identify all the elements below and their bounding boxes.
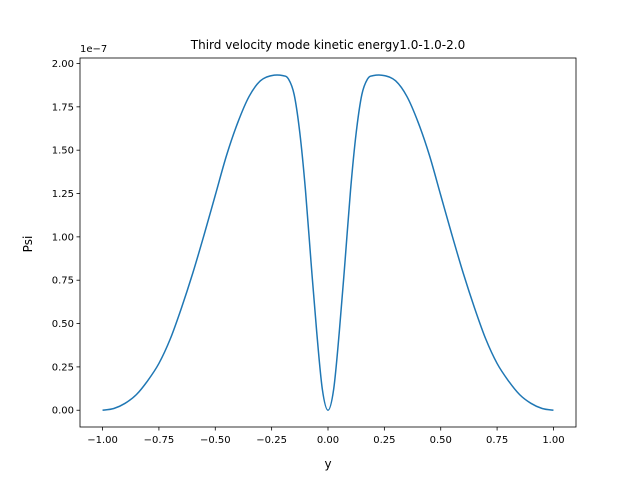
y-tick-label: 1.00	[52, 232, 74, 243]
y-tick-label: 1.75	[52, 102, 74, 113]
y-tick-label: 2.00	[52, 59, 74, 70]
y-offset-label: 1e−7	[80, 44, 107, 55]
x-tick-label: −0.75	[144, 435, 175, 446]
x-tick-label: 0.50	[430, 435, 452, 446]
y-tick-label: 1.50	[52, 146, 74, 157]
chart-title: Third velocity mode kinetic energy1.0-1.…	[190, 38, 465, 52]
series-line	[102, 74, 554, 411]
y-tick-label: 0.00	[52, 406, 74, 417]
y-axis-label: Psi	[21, 236, 35, 253]
x-tick-label: −0.25	[256, 435, 287, 446]
x-tick-label: 1.00	[542, 435, 564, 446]
axes-frame	[79, 57, 577, 428]
x-tick-label: 0.00	[317, 435, 339, 446]
y-tick-label: 1.25	[52, 189, 74, 200]
x-tick-label: −1.00	[87, 435, 118, 446]
y-tick-label: 0.50	[52, 319, 74, 330]
y-tick-label: 0.75	[52, 276, 74, 287]
plot-area: −1.00 −0.75 −0.50 −0.25 0.00 0.25 0.50 0.75 1.00…	[52, 57, 577, 446]
y-tick-label: 0.25	[52, 362, 74, 373]
x-tick-label: 0.75	[486, 435, 508, 446]
x-tick-label: 0.25	[373, 435, 395, 446]
x-tick-label: −0.50	[200, 435, 231, 446]
x-axis-label: y	[324, 457, 331, 471]
